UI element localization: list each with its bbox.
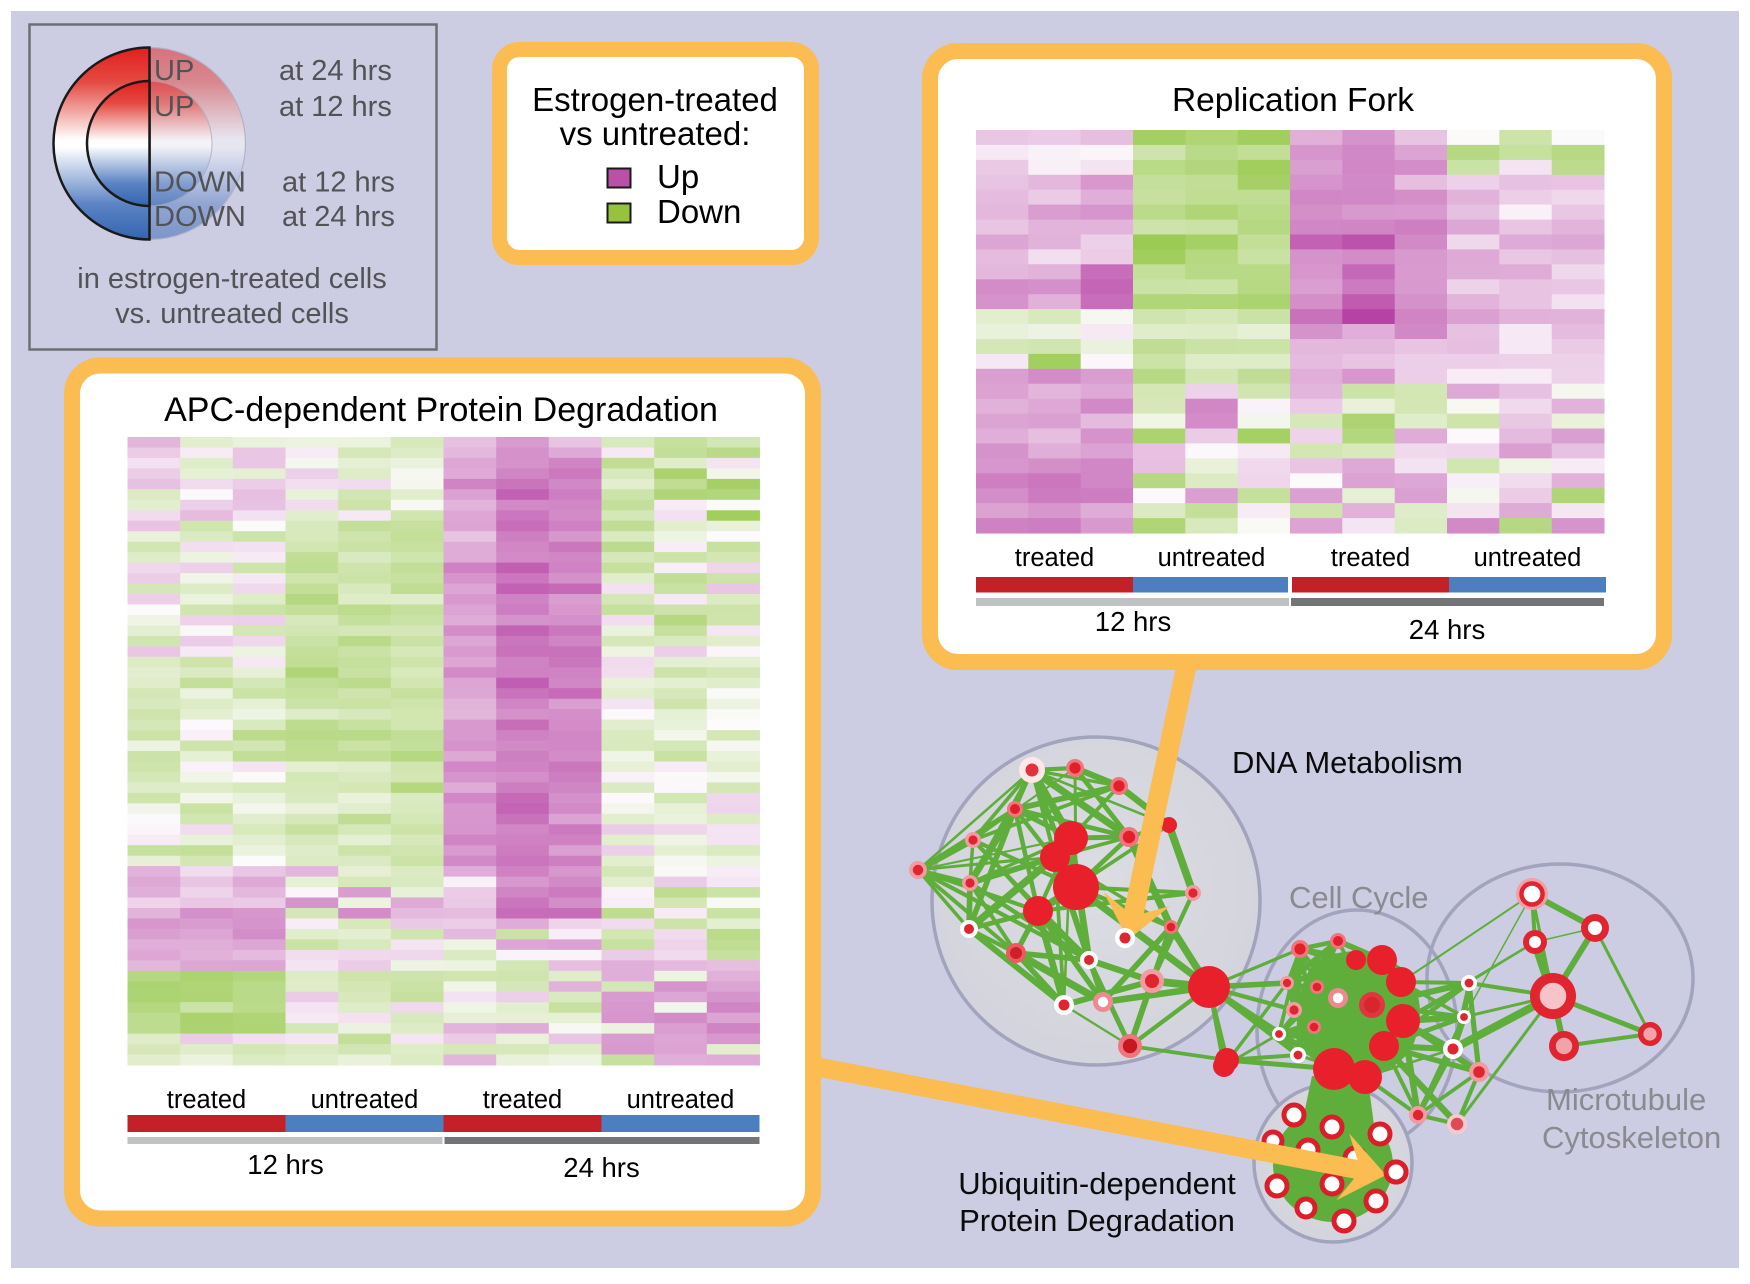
svg-text:treated: treated — [1015, 544, 1094, 572]
svg-text:24 hrs: 24 hrs — [563, 1152, 639, 1183]
svg-text:Estrogen-treated: Estrogen-treated — [532, 81, 778, 118]
svg-text:treated: treated — [483, 1086, 562, 1114]
svg-text:Down: Down — [657, 193, 741, 230]
svg-text:at 24 hrs: at 24 hrs — [279, 55, 392, 87]
svg-text:at 12 hrs: at 12 hrs — [279, 91, 392, 123]
svg-text:UP: UP — [154, 91, 194, 123]
svg-text:Up: Up — [657, 158, 699, 195]
svg-text:Replication Fork: Replication Fork — [1172, 82, 1414, 119]
svg-text:at 24 hrs: at 24 hrs — [282, 201, 395, 233]
svg-text:Microtubule: Microtubule — [1546, 1082, 1706, 1117]
svg-text:24 hrs: 24 hrs — [1409, 614, 1485, 645]
svg-text:DNA Metabolism: DNA Metabolism — [1232, 745, 1463, 780]
svg-text:untreated: untreated — [627, 1086, 735, 1114]
svg-text:treated: treated — [1331, 544, 1410, 572]
svg-text:12 hrs: 12 hrs — [247, 1149, 323, 1180]
svg-text:untreated: untreated — [1474, 544, 1582, 572]
svg-text:in estrogen-treated cells: in estrogen-treated cells — [77, 263, 387, 295]
svg-text:APC-dependent Protein Degradat: APC-dependent Protein Degradation — [164, 391, 718, 429]
svg-text:at 12 hrs: at 12 hrs — [282, 167, 395, 199]
svg-text:Cytoskeleton: Cytoskeleton — [1542, 1120, 1721, 1155]
svg-text:treated: treated — [167, 1086, 246, 1114]
svg-text:DOWN: DOWN — [154, 167, 246, 199]
svg-text:untreated: untreated — [311, 1086, 419, 1114]
svg-text:Cell Cycle: Cell Cycle — [1289, 880, 1429, 915]
svg-text:Protein Degradation: Protein Degradation — [959, 1203, 1235, 1238]
svg-text:vs. untreated cells: vs. untreated cells — [115, 298, 349, 330]
svg-text:12 hrs: 12 hrs — [1095, 606, 1171, 637]
svg-text:DOWN: DOWN — [154, 201, 246, 233]
svg-text:vs untreated:: vs untreated: — [560, 115, 751, 152]
svg-text:UP: UP — [154, 55, 194, 87]
svg-text:untreated: untreated — [1158, 544, 1266, 572]
svg-text:Ubiquitin-dependent: Ubiquitin-dependent — [958, 1166, 1236, 1201]
